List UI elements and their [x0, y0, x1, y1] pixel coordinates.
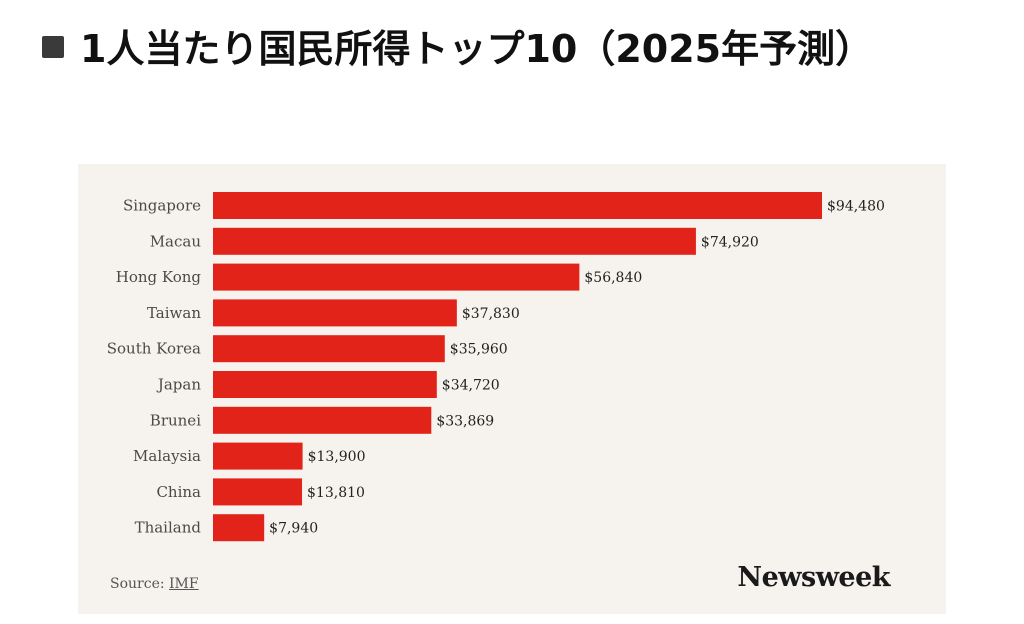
bar [213, 371, 437, 398]
chart-source: Source: IMF [110, 576, 199, 592]
value-label: $13,900 [308, 449, 366, 465]
bar [213, 299, 457, 327]
value-label: $56,840 [584, 270, 642, 286]
category-label: Singapore [123, 197, 201, 215]
category-label: Taiwan [147, 304, 201, 322]
chart-card: Singapore $94,480 Macau $74,920 Hong Kong $56… [78, 164, 946, 614]
value-label: $34,720 [442, 378, 500, 394]
value-label: $33,869 [436, 413, 494, 429]
category-label: Malaysia [133, 447, 201, 465]
bar [213, 263, 580, 291]
page-title-text: 1人当たり国民所得トップ10（2025年予測） [80, 27, 874, 71]
source-prefix: Source: [110, 576, 170, 592]
bar [213, 406, 432, 434]
value-label: $35,960 [450, 342, 508, 358]
value-label: $13,810 [307, 485, 365, 501]
bar [213, 442, 303, 470]
source-link[interactable]: IMF [169, 576, 199, 592]
bar [213, 335, 445, 363]
category-label: South Korea [107, 340, 201, 358]
bar [213, 192, 822, 219]
value-label: $37,830 [462, 306, 520, 322]
bar [213, 227, 696, 255]
value-label: $94,480 [827, 199, 885, 215]
category-label: Japan [156, 376, 202, 394]
black-square-icon [42, 36, 64, 58]
category-label: China [156, 483, 201, 501]
category-label: Hong Kong [116, 268, 202, 286]
bar-chart: Singapore $94,480 Macau $74,920 Hong Kong $56… [107, 192, 885, 542]
bar [213, 478, 303, 506]
category-label: Thailand [135, 519, 202, 537]
bar [213, 514, 265, 542]
value-label: $7,940 [269, 521, 318, 537]
page-title: 1人当たり国民所得トップ10（2025年予測） [30, 22, 990, 76]
value-label: $74,920 [701, 234, 759, 250]
category-label: Macau [150, 232, 202, 250]
category-label: Brunei [150, 411, 201, 429]
newsweek-logo: Newsweek [737, 562, 890, 593]
